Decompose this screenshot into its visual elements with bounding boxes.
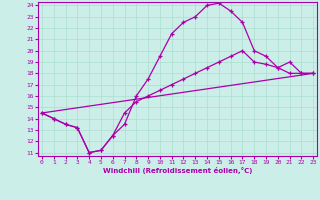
X-axis label: Windchill (Refroidissement éolien,°C): Windchill (Refroidissement éolien,°C) [103,167,252,174]
